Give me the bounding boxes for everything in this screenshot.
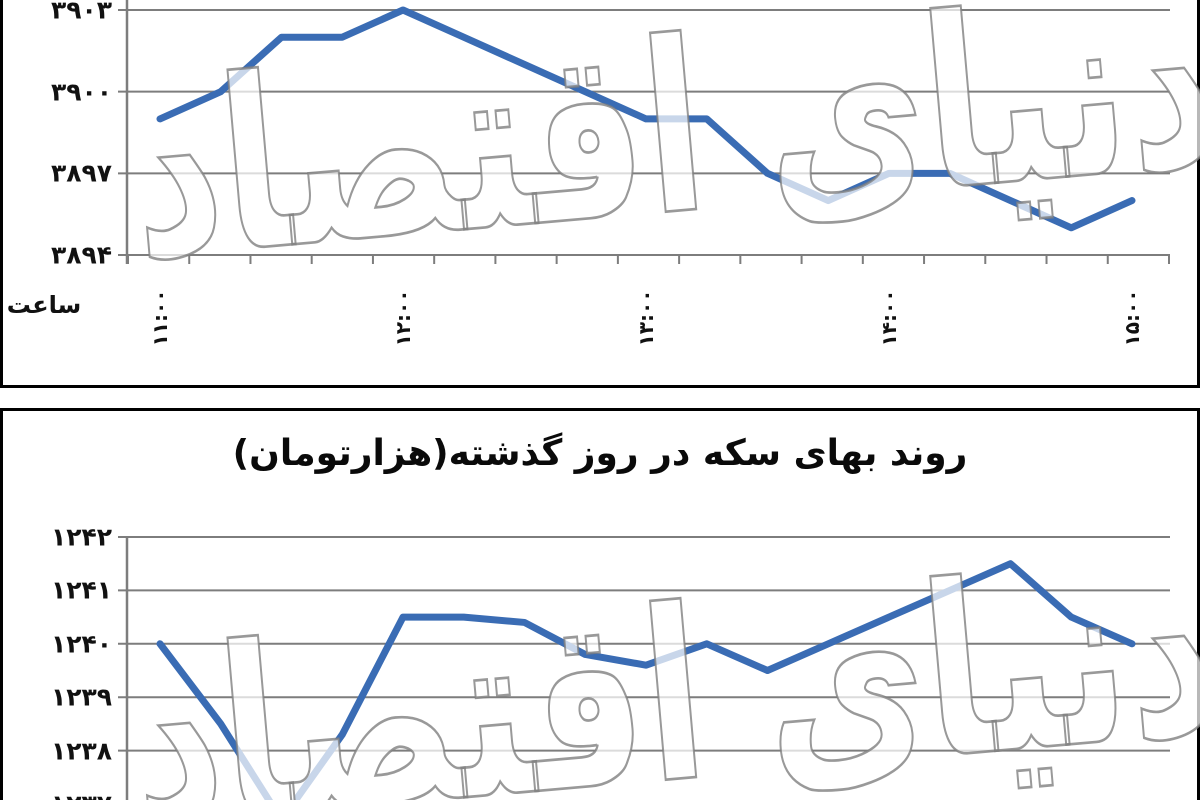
top-y-axis-label: ۳۸۹۴ <box>50 240 112 270</box>
top-x-axis-label: ۱۳:۰۰ <box>634 289 658 347</box>
top-x-axis-label: ۱۵:۰۰ <box>1120 289 1144 347</box>
bottom-y-axis-label: ۱۲۴۰ <box>50 629 112 659</box>
top-x-axis-label: ۱۲:۰۰ <box>391 289 415 347</box>
top-chart-canvas <box>118 0 1170 264</box>
top-x-axis-label: ۱۴:۰۰ <box>877 289 901 347</box>
bottom-y-axis-label: ۱۲۳۷ <box>8 790 112 800</box>
top-y-axis-label: ۳۸۹۷ <box>50 158 112 188</box>
bottom-chart-title: روند بهای سکه در روز گذشته(هزارتومان) <box>232 433 968 474</box>
bottom-y-axis-label: ۱۲۳۸ <box>50 736 112 766</box>
bottom-y-axis-label: ۱۲۴۱ <box>50 575 112 605</box>
top-chart-frame <box>0 0 1200 388</box>
bottom-y-axis-label: ۱۲۴۲ <box>50 522 112 552</box>
top-y-axis-label: ۳۹۰۰ <box>50 77 112 107</box>
top-x-axis-label: ۱۱:۰۰ <box>148 289 172 347</box>
bottom-y-axis-label: ۱۲۳۹ <box>50 682 112 712</box>
bottom-chart-canvas <box>118 536 1170 800</box>
top-x-axis-title: ساعت <box>6 291 82 319</box>
top-y-axis-label: ۳۹۰۳ <box>50 0 112 25</box>
bottom-chart-frame <box>0 408 1200 800</box>
